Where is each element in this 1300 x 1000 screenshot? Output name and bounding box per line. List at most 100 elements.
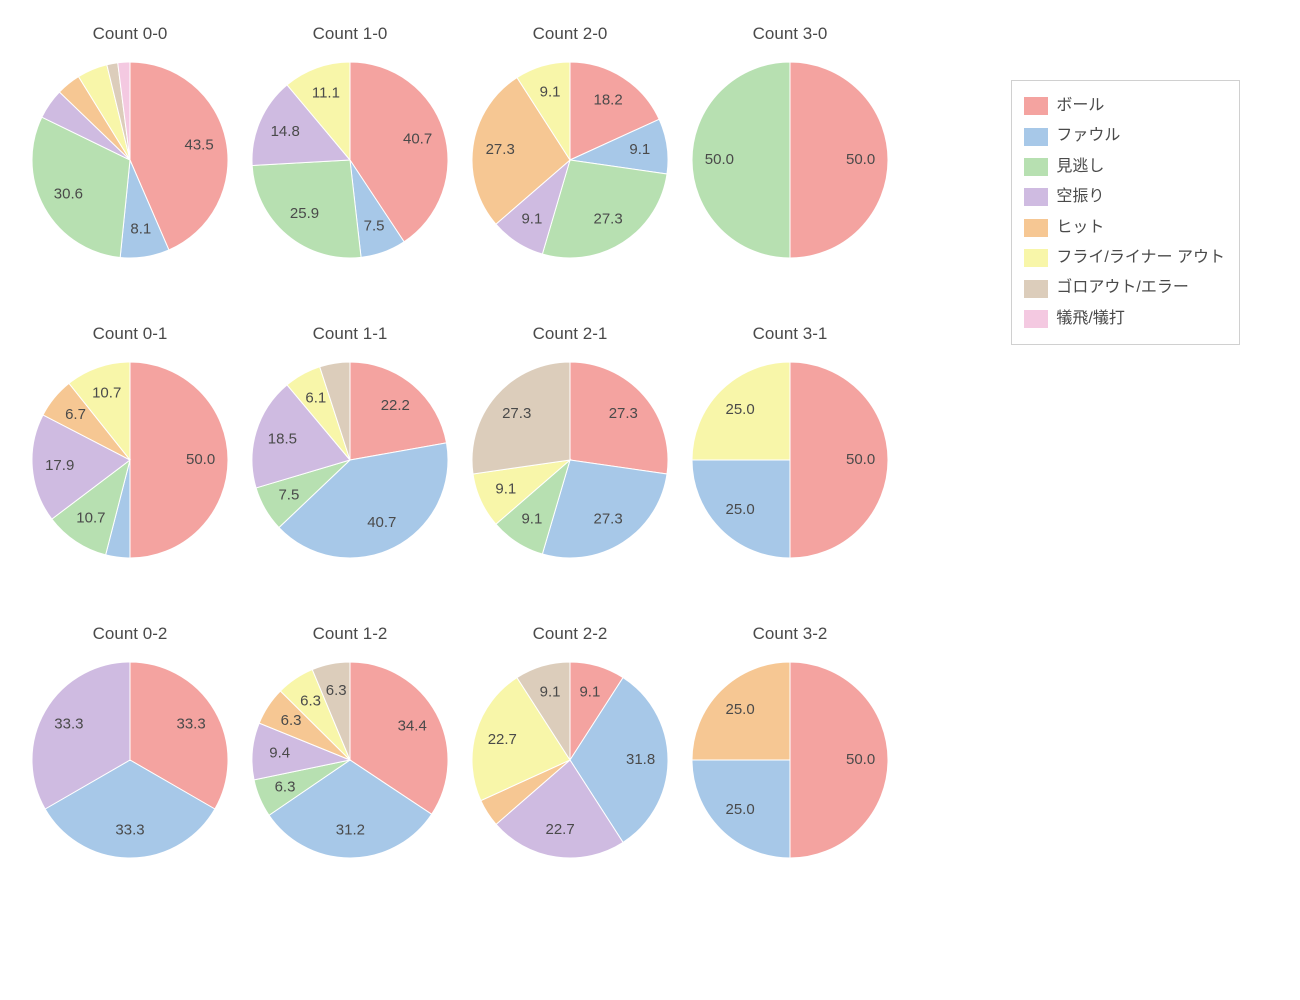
slice-label-ball: 34.4 [398, 718, 427, 735]
slice-label-ball: 40.7 [403, 131, 432, 148]
slice-label-foul: 40.7 [367, 514, 396, 531]
slice-label-flyout: 22.7 [488, 731, 517, 748]
legend-label-swing: 空振り [1056, 182, 1104, 212]
slice-label-groundout: 9.1 [540, 683, 561, 700]
slice-label-foul: 27.3 [593, 510, 622, 527]
slice-label-ball: 33.3 [176, 716, 205, 733]
legend-item-groundout: ゴロアウト/エラー [1024, 273, 1225, 303]
slice-label-swing: 14.8 [271, 123, 300, 140]
slice-label-foul: 25.0 [725, 801, 754, 818]
slice-label-swing: 18.5 [268, 431, 297, 448]
legend-swatch-foul [1024, 128, 1048, 146]
slice-label-looking: 30.6 [54, 185, 83, 202]
pie-count-1-2: Count 1-234.431.26.39.46.36.36.3 [240, 620, 460, 920]
legend-item-swing: 空振り [1024, 182, 1225, 212]
slice-label-swing: 9.1 [521, 210, 542, 227]
pie-svg: 22.240.77.518.56.1 [250, 360, 450, 560]
slice-label-groundout: 6.3 [326, 682, 347, 699]
slice-label-ball: 22.2 [381, 397, 410, 414]
pie-svg: 18.29.127.39.127.39.1 [470, 60, 670, 260]
legend-label-foul: ファウル [1056, 121, 1120, 151]
slice-label-ball: 50.0 [846, 451, 875, 468]
pie-count-0-2: Count 0-2 33.3 33.3 33.3 [20, 620, 240, 920]
slice-label-swing: 33.3 [54, 716, 83, 733]
slice-label-foul: 9.1 [629, 141, 650, 158]
pie-count-3-1: Count 3-150.025.025.0 [680, 320, 900, 620]
legend-label-groundout: ゴロアウト/エラー [1056, 273, 1188, 303]
legend-swatch-looking [1024, 158, 1048, 176]
legend-swatch-swing [1024, 188, 1048, 206]
slice-label-foul: 7.5 [364, 217, 385, 234]
legend-item-foul: ファウル [1024, 121, 1225, 151]
chart-title: Count 1-2 [240, 624, 460, 644]
legend-label-hit: ヒット [1056, 213, 1104, 243]
legend-swatch-flyout [1024, 249, 1048, 267]
pie-count-0-0: Count 0-0 43.58.130.6 [20, 20, 240, 320]
pie-svg: 43.58.130.6 [30, 60, 230, 260]
chart-title: Count 1-1 [240, 324, 460, 344]
slice-label-ball: 50.0 [846, 751, 875, 768]
legend: ボールファウル見逃し空振りヒットフライ/ライナー アウトゴロアウト/エラー犠飛/… [1011, 80, 1240, 345]
legend-label-ball: ボール [1056, 91, 1104, 121]
chart-title: Count 2-0 [460, 24, 680, 44]
slice-label-foul: 31.2 [336, 822, 365, 839]
pie-svg: 50.0 25.0 25.0 [690, 360, 890, 560]
slice-label-foul: 33.3 [115, 822, 144, 839]
slice-label-flyout: 25.0 [725, 401, 754, 418]
slice-label-flyout: 10.7 [92, 384, 121, 401]
pie-svg: 40.7 7.5 25.9 14.8 11.1 [250, 60, 450, 260]
slice-label-ball: 27.3 [609, 405, 638, 422]
pie-count-0-1: Count 0-150.010.717.96.710.7 [20, 320, 240, 620]
legend-item-sac: 犠飛/犠打 [1024, 304, 1225, 334]
pie-count-2-1: Count 2-1 27.3 27.3 9.1 9.1 27.3 [460, 320, 680, 620]
slice-label-foul: 31.8 [626, 751, 655, 768]
slice-label-hit: 25.0 [725, 701, 754, 718]
slice-label-flyout: 9.1 [495, 480, 516, 497]
chart-title: Count 3-2 [680, 624, 900, 644]
pie-count-2-0: Count 2-018.29.127.39.127.39.1 [460, 20, 680, 320]
legend-item-hit: ヒット [1024, 213, 1225, 243]
legend-label-flyout: フライ/ライナー アウト [1056, 243, 1225, 273]
pie-count-3-2: Count 3-2 50.0 25.0 25.0 [680, 620, 900, 920]
legend-item-looking: 見逃し [1024, 152, 1225, 182]
slice-label-ball: 9.1 [579, 683, 600, 700]
pie-svg: 50.010.717.96.710.7 [30, 360, 230, 560]
slice-label-looking: 10.7 [76, 510, 105, 527]
pie-svg: 34.431.26.39.46.36.36.3 [250, 660, 450, 860]
slice-label-looking: 9.1 [521, 510, 542, 527]
slice-label-hit: 6.3 [281, 712, 302, 729]
legend-label-looking: 見逃し [1056, 152, 1104, 182]
chart-title: Count 1-0 [240, 24, 460, 44]
slice-label-looking: 50.0 [705, 151, 734, 168]
pie-count-1-1: Count 1-122.240.77.518.56.1 [240, 320, 460, 620]
slice-label-ball: 43.5 [184, 137, 213, 154]
chart-title: Count 0-2 [20, 624, 240, 644]
slice-label-swing: 17.9 [45, 457, 74, 474]
slice-label-swing: 9.4 [269, 745, 290, 762]
slice-label-groundout: 27.3 [502, 405, 531, 422]
pie-count-3-0: Count 3-0 50.050.0 [680, 20, 900, 320]
chart-title: Count 0-1 [20, 324, 240, 344]
slice-label-looking: 25.9 [290, 205, 319, 222]
chart-title: Count 2-1 [460, 324, 680, 344]
slice-label-flyout: 6.1 [305, 389, 326, 406]
legend-swatch-hit [1024, 219, 1048, 237]
pie-svg: 33.3 33.3 33.3 [30, 660, 230, 860]
slice-label-swing: 22.7 [545, 821, 574, 838]
pie-svg: 27.3 27.3 9.1 9.1 27.3 [470, 360, 670, 560]
chart-title: Count 3-0 [680, 24, 900, 44]
slice-label-flyout: 9.1 [540, 83, 561, 100]
legend-swatch-groundout [1024, 280, 1048, 298]
slice-label-foul: 25.0 [725, 501, 754, 518]
chart-grid: Count 0-0 43.58.130.6 Count 1-0 40.7 7.5 25.9… [20, 20, 900, 920]
pie-count-1-0: Count 1-0 40.7 7.5 25.9 14.8 11.1 [240, 20, 460, 320]
legend-item-flyout: フライ/ライナー アウト [1024, 243, 1225, 273]
legend-swatch-ball [1024, 97, 1048, 115]
slice-label-ball: 18.2 [593, 92, 622, 109]
pie-svg: 9.1 31.8 22.7 22.7 9.1 [470, 660, 670, 860]
slice-label-flyout: 11.1 [312, 85, 340, 102]
chart-title: Count 0-0 [20, 24, 240, 44]
slice-label-hit: 6.7 [65, 406, 86, 423]
pie-svg: 50.050.0 [690, 60, 890, 260]
figure: Count 0-0 43.58.130.6 Count 1-0 40.7 7.5 25.9… [0, 0, 1300, 1000]
